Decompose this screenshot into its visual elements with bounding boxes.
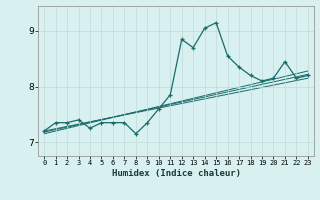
X-axis label: Humidex (Indice chaleur): Humidex (Indice chaleur)	[111, 169, 241, 178]
